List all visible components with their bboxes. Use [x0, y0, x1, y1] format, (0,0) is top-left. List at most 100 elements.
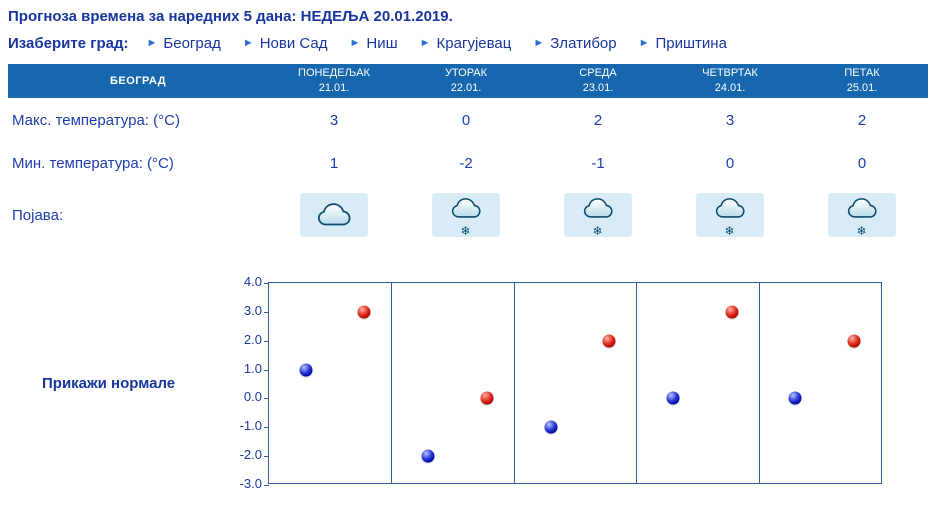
min-temp-value: 0: [725, 154, 735, 172]
day-header: СРЕДА 23.01.: [532, 66, 664, 96]
arrow-right-icon: ►: [146, 37, 158, 49]
snowflake-icon: ❄: [856, 224, 867, 238]
y-axis-tick: [264, 311, 269, 313]
weather-icon: ❄: [564, 193, 632, 237]
snowflake-icon: ❄: [724, 224, 735, 238]
y-axis-label: -2.0: [239, 447, 262, 463]
y-axis-tick: [264, 398, 269, 400]
min-temp-dot: [666, 391, 680, 405]
min-temp-value: -2: [459, 154, 473, 172]
y-axis-label: 2.0: [243, 331, 262, 347]
max-temp-row: Макс. температура: (°C) 3 0 2 3 2: [8, 98, 928, 142]
city-link-nis[interactable]: ► Ниш: [350, 35, 398, 52]
arrow-right-icon: ►: [533, 37, 545, 49]
table-city-name: БЕОГРАД: [109, 75, 167, 87]
day-name: УТОРАК: [444, 67, 488, 80]
max-temp-dot: [847, 334, 861, 348]
min-temp-value: 1: [329, 154, 339, 172]
phenomena-row: Појава: ❄: [8, 184, 928, 246]
snowflake-icon: ❄: [592, 224, 603, 238]
city-link-novi-sad[interactable]: ► Нови Сад: [243, 35, 328, 52]
min-temp-dot: [421, 449, 435, 463]
day-date: 25.01.: [846, 82, 878, 94]
page-title: Прогноза времена за наредних 5 дана: НЕД…: [8, 8, 453, 25]
panel-separator: [513, 283, 515, 483]
panel-separator: [758, 283, 760, 483]
y-axis-tick: [264, 485, 269, 486]
y-axis-label: 3.0: [243, 302, 262, 318]
weather-icon: ❄: [300, 193, 368, 237]
day-name: СРЕДА: [579, 67, 617, 80]
chart-area: 4.0 3.0 2.0 1.0 0.0 -1.0 -2.0 -3.0: [224, 272, 900, 494]
cloud-icon: [715, 198, 745, 218]
city-link-kragujevac[interactable]: ► Крагујевац: [420, 35, 512, 52]
day-header: УТОРАК 22.01.: [400, 66, 532, 96]
city-link-beograd[interactable]: ► Београд: [147, 35, 221, 52]
chart-section: Прикажи нормале 4.0 3.0 2.0 1.0 0.0 -1.0 -2.0 -…: [0, 272, 940, 494]
arrow-right-icon: ►: [349, 37, 361, 49]
day-header: ПЕТАК 25.01.: [796, 66, 928, 96]
panel-separator: [391, 283, 393, 483]
weather-icon: ❄: [696, 193, 764, 237]
arrow-right-icon: ►: [242, 37, 254, 49]
table-header-row: БЕОГРАД ПОНЕДЕЉАК 21.01. УТОРАК 22.01. С…: [8, 64, 928, 98]
chart-plot: [264, 282, 882, 486]
y-axis-label: 0.0: [243, 389, 262, 405]
min-temp-label: Мин. температура: (°C): [12, 154, 174, 172]
max-temp-value: 3: [329, 111, 339, 129]
weather-icon: ❄: [432, 193, 500, 237]
city-link-label: Ниш: [366, 35, 398, 52]
max-temp-dot: [357, 305, 371, 319]
city-link-label: Нови Сад: [259, 35, 328, 52]
y-axis-label: 1.0: [243, 360, 262, 376]
weather-icon: ❄: [828, 193, 896, 237]
city-link-zlatibor[interactable]: ► Златибор: [533, 35, 616, 52]
max-temp-value: 2: [857, 111, 867, 129]
cloud-icon: [451, 198, 481, 218]
weather-cell: ❄: [268, 193, 400, 237]
day-name: ЧЕТВРТАК: [702, 67, 758, 80]
day-header: ПОНЕДЕЉАК 21.01.: [268, 66, 400, 96]
day-name: ПОНЕДЕЉАК: [298, 67, 370, 80]
day-name: ПЕТАК: [844, 67, 880, 80]
max-temp-label: Макс. температура: (°C): [12, 111, 180, 129]
snowflake-icon: ❄: [460, 224, 471, 238]
arrow-right-icon: ►: [419, 37, 431, 49]
arrow-right-icon: ►: [638, 37, 650, 49]
city-selector-label: Изаберите град:: [8, 35, 129, 52]
max-temp-value: 0: [461, 111, 471, 129]
show-normals-button[interactable]: Прикажи нормале: [42, 374, 176, 392]
min-temp-dot: [788, 391, 802, 405]
forecast-table: БЕОГРАД ПОНЕДЕЉАК 21.01. УТОРАК 22.01. С…: [8, 64, 928, 246]
day-date: 22.01.: [450, 82, 482, 94]
max-temp-dot: [725, 305, 739, 319]
max-temp-dot: [480, 391, 494, 405]
day-date: 23.01.: [582, 82, 614, 94]
y-axis-tick: [264, 283, 269, 284]
weather-cell: ❄: [532, 193, 664, 237]
day-header: ЧЕТВРТАК 24.01.: [664, 66, 796, 96]
city-link-pristina[interactable]: ► Приштина: [639, 35, 727, 52]
min-temp-dot: [299, 363, 313, 377]
day-date: 21.01.: [318, 82, 350, 94]
min-temp-value: -1: [591, 154, 605, 172]
min-temp-value: 0: [857, 154, 867, 172]
phenomena-label: Појава:: [12, 206, 64, 224]
cloud-icon: [583, 198, 613, 218]
weather-cell: ❄: [664, 193, 796, 237]
cloud-icon: [847, 198, 877, 218]
day-date: 24.01.: [714, 82, 746, 94]
y-axis-label: -1.0: [239, 418, 262, 434]
y-axis-label: -3.0: [239, 476, 262, 491]
y-axis-label: 4.0: [243, 274, 262, 289]
city-link-label: Крагујевац: [436, 35, 512, 52]
panel-separator: [636, 283, 638, 483]
city-link-label: Златибор: [550, 35, 617, 52]
weather-cell: ❄: [400, 193, 532, 237]
y-axis-tick: [264, 369, 269, 371]
max-temp-value: 2: [593, 111, 603, 129]
weather-cell: ❄: [796, 193, 928, 237]
city-selector: Изаберите град: ► Београд ► Нови Сад ► Н…: [0, 27, 940, 58]
y-axis-tick: [264, 456, 269, 458]
